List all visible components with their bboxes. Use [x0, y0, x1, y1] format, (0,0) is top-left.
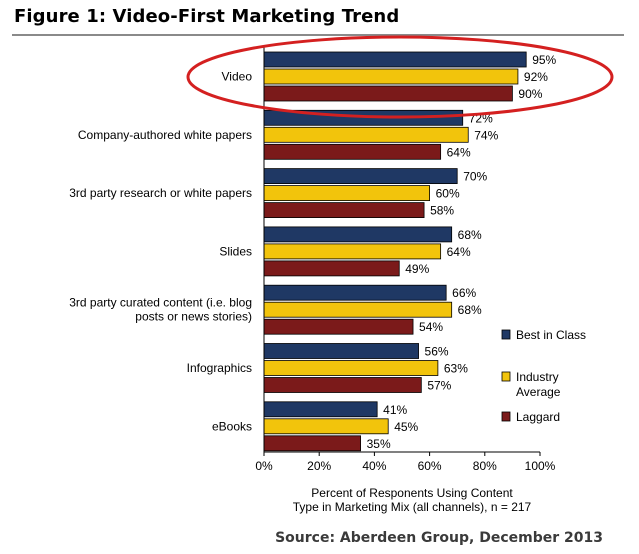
bar-slides-series-2: [263, 260, 400, 277]
data-label: 92%: [524, 70, 548, 84]
legend-label: Average: [516, 385, 561, 399]
category-label: eBooks: [212, 419, 252, 433]
bar-ebooks-series-1: [263, 418, 389, 435]
x-axis-title: Type in Marketing Mix (all channels), n …: [293, 500, 532, 514]
data-label: 56%: [425, 345, 449, 359]
figure-title: Figure 1: Video-First Marketing Trend: [14, 6, 400, 27]
x-tick-label: 80%: [473, 459, 497, 473]
bar-3rd-party-curated-content-i-e-blog-posts-or-news-stories-series-2: [263, 318, 414, 335]
bar-ebooks-series-2: [263, 435, 361, 452]
bar-video-series-0: [263, 51, 527, 68]
x-tick-label: 100%: [525, 459, 556, 473]
legend-label: Laggard: [516, 410, 560, 424]
data-label: 95%: [532, 53, 556, 67]
data-label: 68%: [458, 228, 482, 242]
bar-infographics-series-0: [263, 343, 419, 359]
data-label: 64%: [447, 245, 471, 259]
data-label: 49%: [405, 262, 429, 276]
data-label: 64%: [447, 145, 471, 159]
x-tick-label: 0%: [255, 459, 273, 473]
category-label: 3rd party research or white papers: [69, 186, 252, 200]
data-label: 58%: [430, 204, 454, 218]
bar-company-authored-white-papers-series-2: [263, 143, 442, 160]
category-label: Video: [222, 70, 253, 84]
data-label: 68%: [458, 303, 482, 317]
bar-slides-series-0: [263, 226, 453, 243]
category-label: 3rd party curated content (i.e. blog: [69, 296, 252, 310]
bar-infographics-series-1: [263, 360, 439, 376]
data-label: 66%: [452, 286, 476, 300]
x-tick-label: 60%: [418, 459, 442, 473]
x-axis-title: Percent of Responents Using Content: [311, 486, 513, 500]
x-tick-label: 20%: [307, 459, 331, 473]
legend-swatch: [501, 371, 511, 382]
data-label: 63%: [444, 362, 468, 376]
bar-slides-series-1: [263, 243, 442, 260]
category-label: Slides: [219, 244, 252, 258]
legend-swatch: [501, 329, 511, 340]
data-label: 57%: [427, 379, 451, 393]
category-label: Infographics: [187, 361, 252, 375]
legend-label: Best in Class: [516, 328, 586, 342]
data-label: 45%: [394, 420, 418, 434]
data-label: 60%: [436, 187, 460, 201]
bar-video-series-2: [263, 85, 513, 102]
bar-3rd-party-curated-content-i-e-blog-posts-or-news-stories-series-0: [263, 284, 447, 301]
data-label: 41%: [383, 403, 407, 417]
bar-company-authored-white-papers-series-1: [263, 126, 469, 143]
title-divider: [12, 34, 624, 36]
data-label: 70%: [463, 170, 487, 184]
x-tick-label: 40%: [362, 459, 386, 473]
legend-label: Industry: [516, 370, 559, 384]
category-label: Company-authored white papers: [78, 128, 252, 142]
bar-ebooks-series-0: [263, 401, 378, 418]
data-label: 35%: [367, 437, 391, 451]
bar-infographics-series-2: [263, 377, 422, 393]
data-label: 74%: [474, 128, 498, 142]
source-note: Source: Aberdeen Group, December 2013: [275, 530, 603, 546]
bar-3rd-party-research-or-white-papers-series-1: [263, 185, 431, 202]
data-label: 90%: [518, 87, 542, 101]
bar-3rd-party-curated-content-i-e-blog-posts-or-news-stories-series-1: [263, 301, 453, 318]
bar-video-series-1: [263, 68, 519, 85]
legend-swatch: [501, 411, 511, 422]
highlight-ellipse: [186, 35, 614, 119]
bar-3rd-party-research-or-white-papers-series-2: [263, 202, 425, 219]
bar-3rd-party-research-or-white-papers-series-0: [263, 168, 458, 185]
category-label: posts or news stories): [135, 310, 252, 324]
data-label: 54%: [419, 320, 443, 334]
